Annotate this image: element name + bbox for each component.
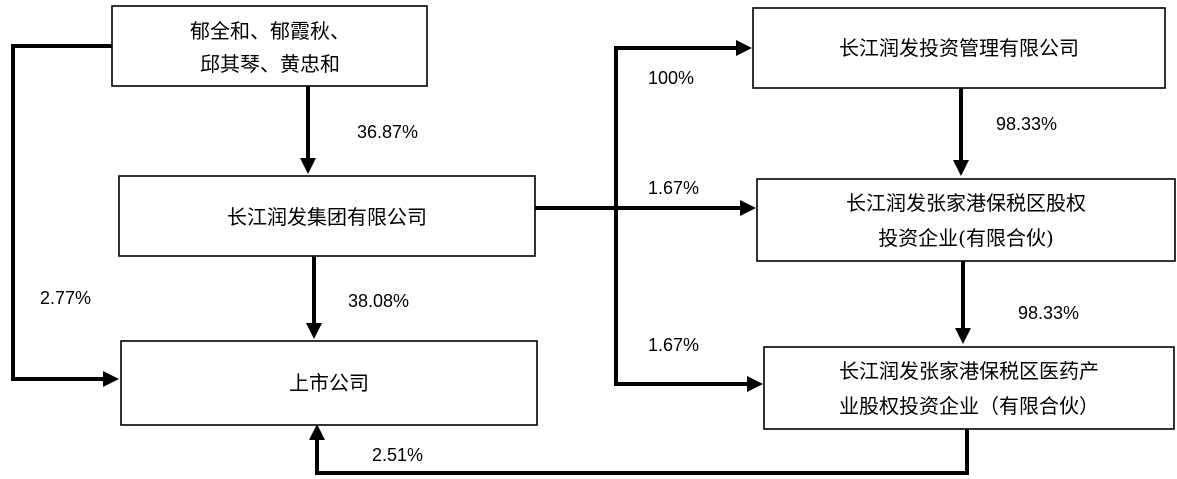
node-equity-fund: 长江润发张家港保税区股权 投资企业(有限合伙) [756,178,1176,262]
pct-group-to-investment-mgmt: 100% [648,68,694,88]
pct-shareholders-to-listed: 2.77% [40,288,91,308]
node-pharma-fund-line-2: 业股权投资企业（有限合伙） [839,394,1099,418]
pct-group-to-pharma-fund: 1.67% [648,335,699,355]
pct-pharma-fund-to-listed: 2.51% [372,445,423,465]
node-pharma-fund: 长江润发张家港保税区医药产 业股权投资企业（有限合伙） [763,346,1175,430]
node-pharma-fund-line-1: 长江润发张家港保税区医药产 [839,359,1099,383]
node-shareholders: 郁全和、郁霞秋、 邱其琴、黄忠和 [111,5,428,87]
edge-group-to-equity-fund [618,200,756,216]
node-group: 长江润发集团有限公司 [118,175,536,257]
pct-equity-fund-to-pharma-fund: 98.33% [1018,303,1079,323]
edge-shareholders-to-listed [11,44,119,387]
node-investment-mgmt: 长江润发投资管理有限公司 [752,7,1166,89]
edge-group-to-investment-mgmt [616,40,752,56]
edge-equity-fund-to-pharma-fund [955,261,971,344]
node-shareholders-line-2: 邱其琴、黄忠和 [200,52,340,76]
edge-group-to-right [535,46,618,386]
pct-investment-mgmt-to-equity-fund: 98.33% [996,114,1057,134]
node-listed-company: 上市公司 [120,340,538,426]
pct-group-to-listed: 38.08% [348,291,409,311]
node-equity-fund-line-2: 投资企业(有限合伙) [878,226,1054,250]
node-shareholders-line-1: 郁全和、郁霞秋、 [190,19,350,43]
edge-pharma-fund-to-listed [309,424,969,475]
edge-shareholders-to-group [300,86,316,174]
node-group-label: 长江润发集团有限公司 [227,205,427,229]
node-equity-fund-line-1: 长江润发张家港保税区股权 [846,191,1086,215]
node-investment-mgmt-label: 长江润发投资管理有限公司 [839,36,1079,60]
pct-shareholders-to-group: 36.87% [357,122,418,142]
edge-group-to-pharma-fund [616,376,763,392]
pct-group-to-equity-fund: 1.67% [648,178,699,198]
edge-group-to-listed [306,256,322,339]
edge-investment-mgmt-to-equity-fund [953,88,969,176]
node-listed-company-label: 上市公司 [289,371,369,395]
